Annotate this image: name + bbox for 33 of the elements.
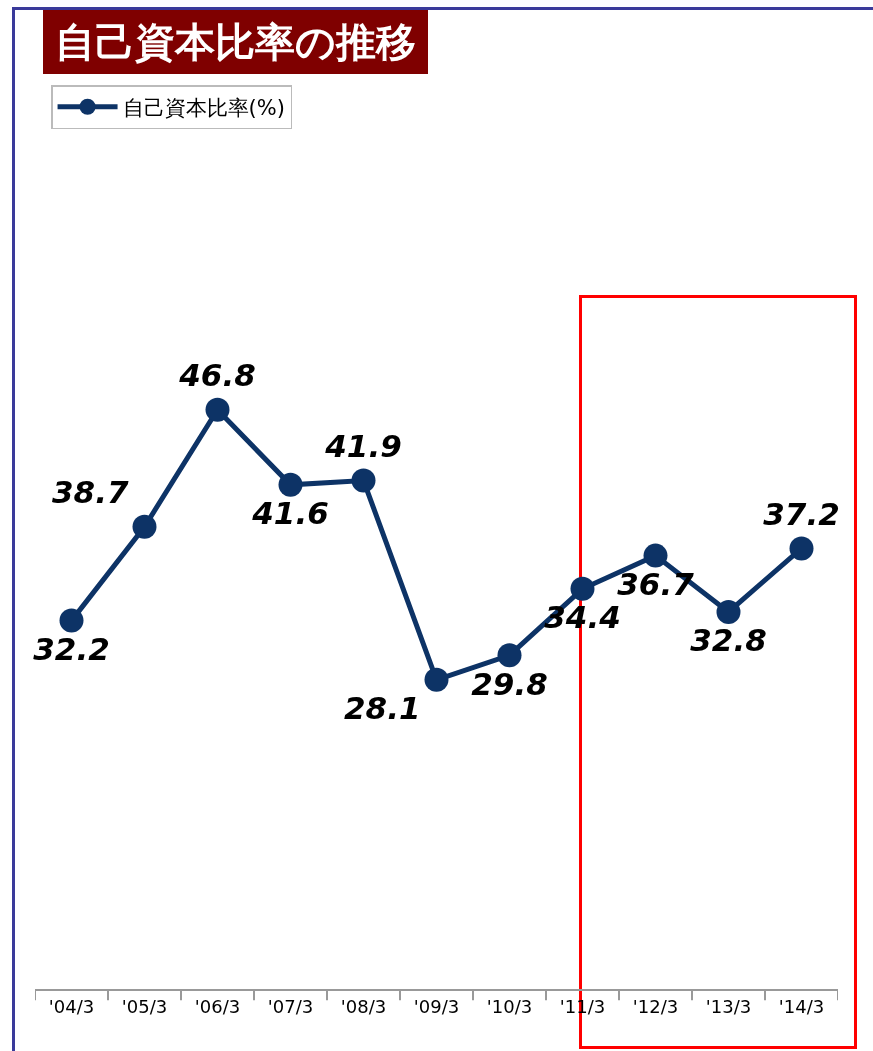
x-tick-label: '04/3 [48, 995, 95, 1017]
x-tick-label: '10/3 [486, 995, 533, 1017]
point [789, 536, 814, 561]
x-tick-label: '09/3 [413, 995, 460, 1017]
data-label: 41.6 [251, 495, 329, 532]
point [497, 643, 522, 668]
point [351, 468, 376, 493]
data-label: 28.1 [344, 690, 421, 727]
data-label: 37.2 [763, 495, 840, 532]
data-label: 32.8 [690, 622, 767, 659]
x-tick-label: '05/3 [121, 995, 168, 1017]
point [59, 608, 84, 633]
x-tick-label: '07/3 [267, 995, 314, 1017]
x-tick-label: '13/3 [705, 995, 752, 1017]
x-tick-label: '06/3 [194, 995, 241, 1017]
data-label: 29.8 [471, 665, 548, 702]
point [570, 576, 595, 601]
data-label: 36.7 [617, 565, 695, 602]
point [716, 599, 741, 624]
point [424, 667, 449, 692]
x-tick-label: '12/3 [632, 995, 679, 1017]
point [132, 514, 157, 539]
point [278, 472, 303, 497]
chart-title: 自己資本比率の推移 [43, 10, 428, 74]
data-label: 41.9 [324, 427, 402, 464]
point [643, 543, 668, 568]
legend-label: 自己資本比率(%) [122, 95, 285, 120]
data-label: 32.2 [33, 630, 110, 667]
data-label: 46.8 [178, 357, 256, 394]
point [205, 397, 230, 422]
data-label: 38.7 [52, 473, 129, 510]
x-tick-label: '14/3 [778, 995, 825, 1017]
x-tick-label: '08/3 [340, 995, 387, 1017]
